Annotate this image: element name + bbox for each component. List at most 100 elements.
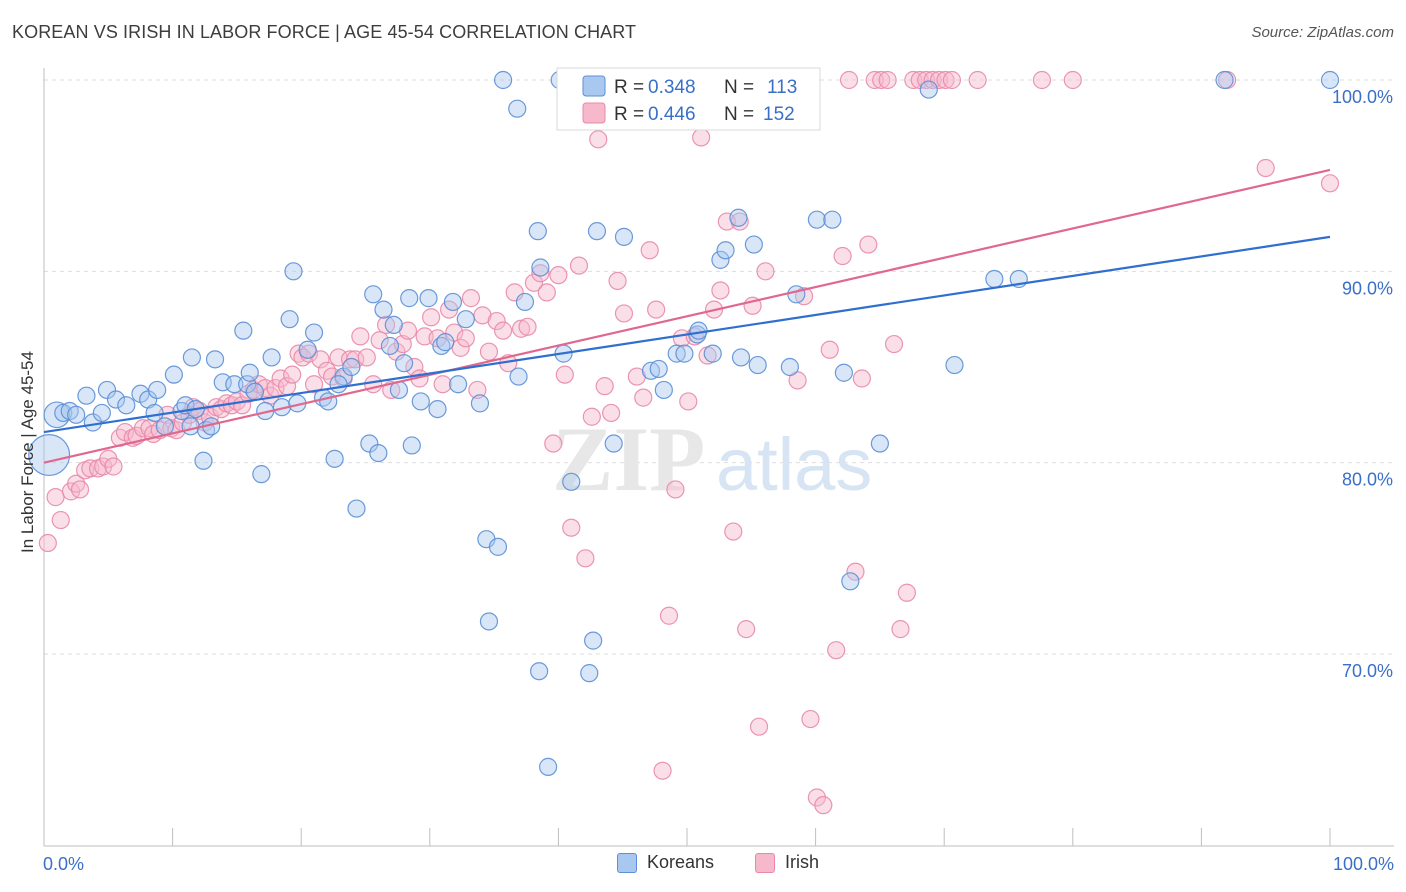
irish-point [846, 562, 865, 581]
y-tick-labels: 70.0% 80.0% 90.0% 100.0% [1332, 87, 1393, 681]
trend-lines [43, 168, 1331, 464]
irish-point [904, 70, 923, 90]
korean-point [384, 315, 403, 335]
korean-point [654, 380, 673, 400]
irish-point [859, 235, 878, 254]
irish-point [891, 620, 910, 639]
irish-point [653, 761, 672, 780]
irish-point [711, 281, 730, 300]
irish-point [531, 264, 550, 283]
irish-point [737, 620, 756, 639]
korean-point [92, 403, 111, 423]
irish-point [494, 321, 513, 340]
irish-point [562, 518, 581, 537]
korean-point [667, 344, 686, 363]
korean-point [400, 289, 419, 308]
irish-point [724, 522, 743, 541]
irish-point [659, 606, 679, 625]
korean-point [280, 310, 299, 329]
korean-point [780, 357, 799, 377]
korean-point [729, 208, 748, 227]
korean-point [148, 380, 167, 400]
y-tick-label: 100.0% [1332, 87, 1393, 107]
korean-point [1215, 70, 1234, 90]
irish-point [51, 510, 70, 530]
korean-point [155, 417, 174, 436]
korean-point [494, 70, 513, 90]
irish-point [814, 796, 833, 815]
korean-point [689, 321, 708, 340]
irish-point [968, 70, 987, 90]
korean-point [509, 367, 528, 386]
korean-point [28, 434, 71, 477]
x-ticks [43, 828, 1331, 846]
korean-point [515, 292, 535, 312]
irish-point [317, 361, 337, 380]
irish-point [589, 130, 608, 149]
irish-point [582, 407, 601, 426]
irish-point [717, 212, 736, 231]
korean-point [325, 449, 344, 468]
korean-point [748, 355, 767, 375]
korean-point [614, 227, 634, 246]
korean-trend-line [43, 235, 1331, 434]
korean-point [364, 285, 383, 304]
korean-point [225, 375, 244, 394]
irish-point [456, 329, 475, 348]
x-tick-label-min: 0.0% [43, 854, 84, 874]
irish-point [602, 403, 621, 423]
legend-korean-n-label: N = [724, 77, 754, 98]
irish-point [839, 70, 859, 90]
irish-point [38, 533, 57, 553]
korean-point [77, 386, 96, 405]
korean-point [194, 451, 213, 470]
irish-point [878, 70, 897, 90]
korean-point [402, 436, 421, 455]
legend-irish-n-label: N = [724, 104, 754, 125]
y-axis-label: In Labor Force | Age 45-54 [18, 351, 37, 553]
legend-korean-r-value: 0.348 [648, 77, 696, 98]
irish-point [370, 331, 389, 350]
x-tick-label-max: 100.0% [1333, 854, 1394, 874]
irish-point [576, 549, 595, 568]
irish-point [679, 392, 698, 411]
korean-point [181, 417, 200, 436]
irish-point [884, 334, 904, 354]
korean-point [245, 382, 265, 401]
irish-point [487, 311, 506, 331]
irish-point [692, 128, 711, 147]
irish-point [820, 340, 839, 359]
irish-point [1063, 70, 1082, 90]
legend-irish-swatch [582, 102, 606, 124]
irish-point [376, 315, 396, 335]
irish-point [555, 365, 574, 384]
legend-irish-n-value: 152 [763, 104, 795, 125]
korean-point [870, 434, 890, 453]
irish-point [544, 434, 563, 453]
irish-point [468, 380, 487, 400]
korean-point [649, 359, 668, 379]
korean-point [604, 434, 623, 453]
irish-points [38, 70, 1340, 815]
irish-point [936, 70, 955, 90]
korean-point [530, 662, 549, 681]
irish-point [852, 369, 871, 388]
source-label: Source: ZipAtlas.com [1251, 24, 1394, 41]
irish-point [865, 70, 884, 90]
irish-point [1256, 158, 1275, 178]
korean-point [304, 323, 324, 342]
irish-trend-line [43, 168, 1331, 464]
korean-point [164, 365, 183, 384]
korean-point [436, 333, 455, 352]
korean-point [238, 375, 257, 394]
irish-point [666, 480, 685, 499]
legend-korean-r-label: R = [614, 77, 644, 98]
korean-point [234, 321, 253, 340]
korean-point [787, 285, 806, 304]
irish-point [549, 266, 568, 285]
korean-point [731, 348, 751, 367]
korean-point [67, 405, 86, 424]
irish-point [942, 70, 962, 90]
korean-point [470, 394, 490, 413]
irish-point [283, 365, 302, 384]
